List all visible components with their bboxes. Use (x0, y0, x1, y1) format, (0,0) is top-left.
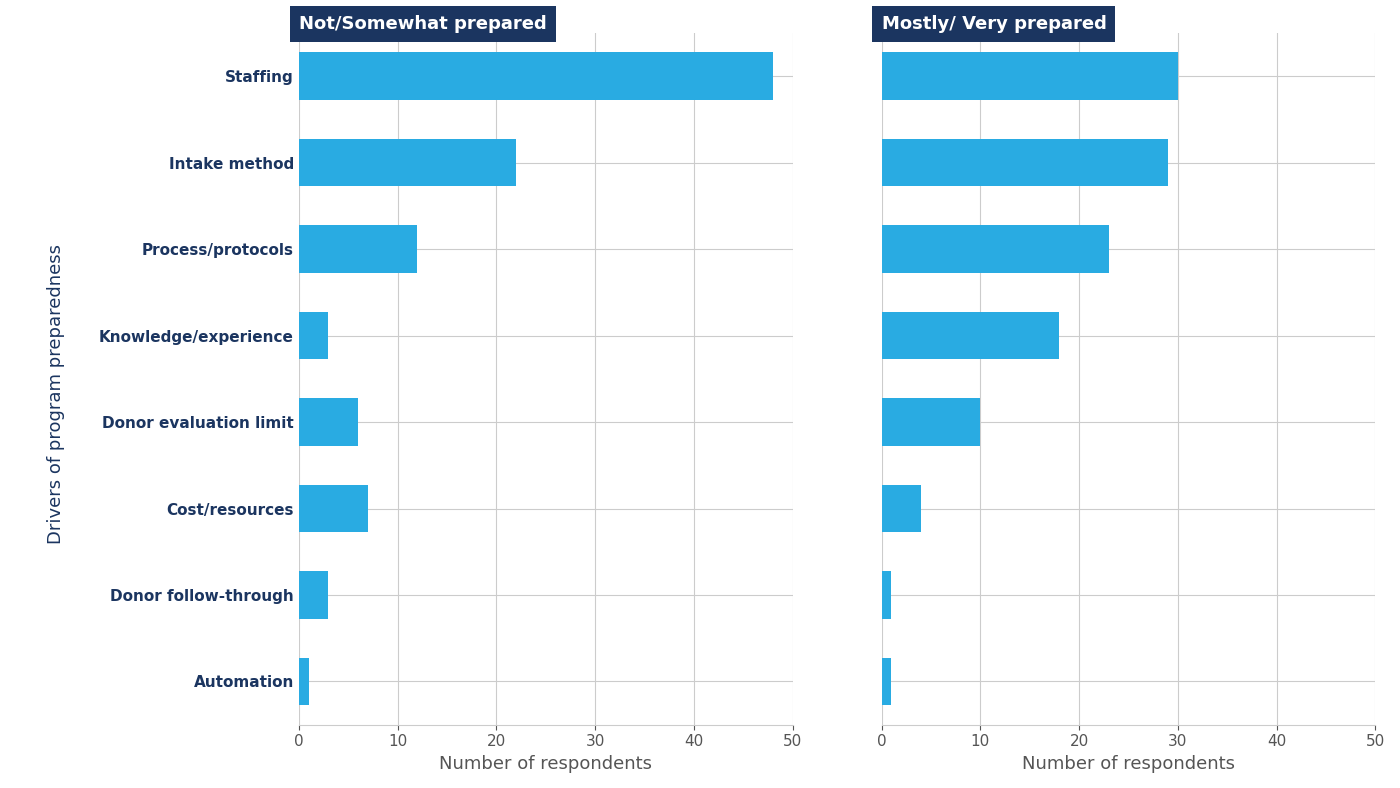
Bar (298, 398, 358, 446)
Bar (298, 658, 308, 705)
X-axis label: Number of respondents: Number of respondents (440, 755, 652, 773)
Bar (298, 53, 773, 100)
Bar (882, 312, 1060, 359)
Bar (298, 485, 368, 533)
Bar (882, 53, 1177, 100)
Text: Not/Somewhat prepared: Not/Somewhat prepared (298, 15, 546, 33)
Text: Drivers of program preparedness: Drivers of program preparedness (48, 244, 64, 544)
Bar (882, 139, 1168, 187)
Bar (298, 312, 329, 359)
Bar (882, 225, 1109, 273)
Bar (882, 658, 892, 705)
Bar (298, 139, 517, 187)
Bar (882, 398, 980, 446)
Bar (882, 485, 921, 533)
Bar (298, 225, 417, 273)
Text: Mostly/ Very prepared: Mostly/ Very prepared (882, 15, 1106, 33)
X-axis label: Number of respondents: Number of respondents (1022, 755, 1235, 773)
Bar (882, 571, 892, 619)
Bar (298, 571, 329, 619)
